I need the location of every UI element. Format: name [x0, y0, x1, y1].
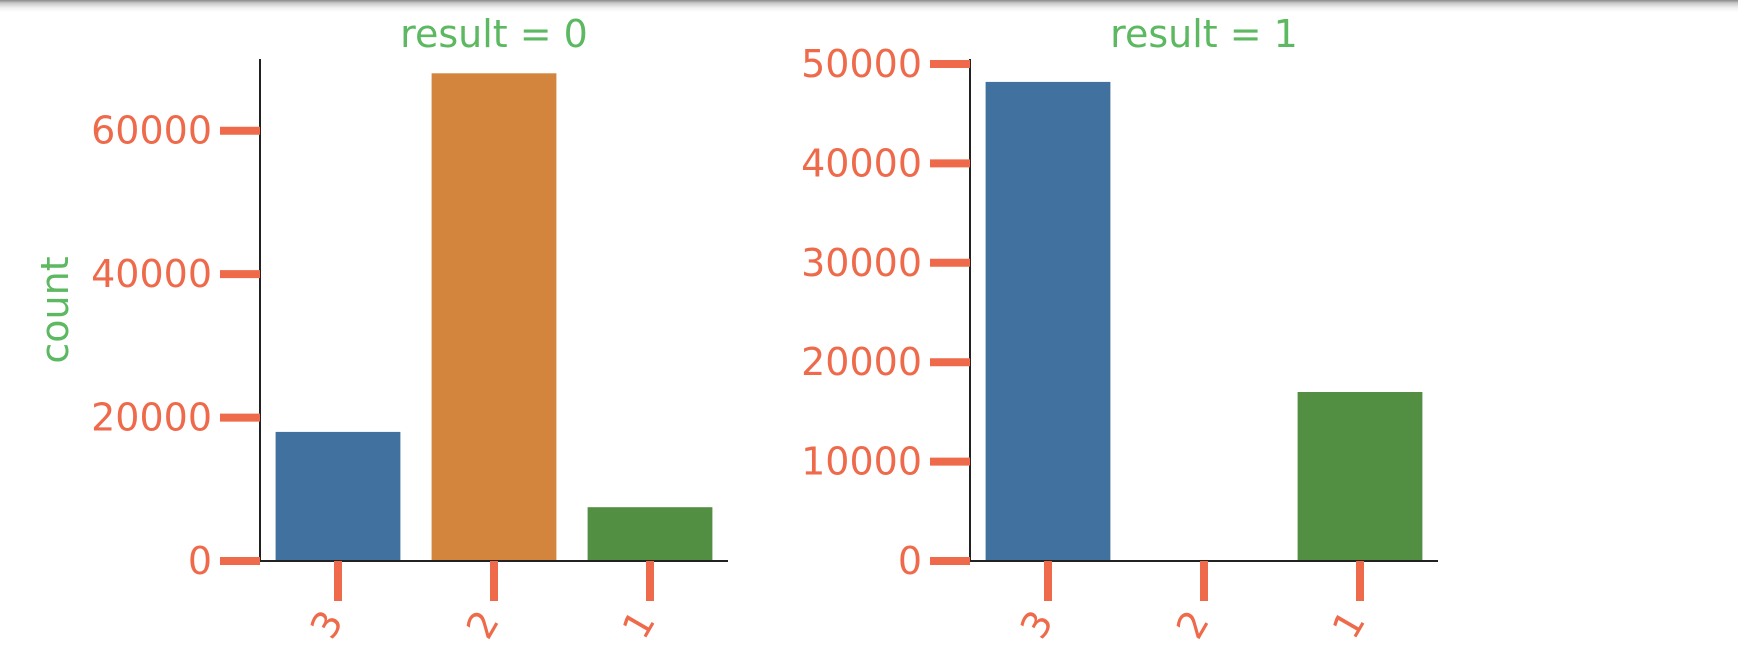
- panel-result-0: 0 20000 40000 60000 3 2 1 result = 0 count: [33, 12, 728, 646]
- x-tick-label: 2: [1168, 603, 1218, 646]
- x-tick-label: 1: [1324, 603, 1374, 646]
- bar-3: [275, 431, 401, 561]
- window-top-shadow: [0, 0, 1738, 12]
- panel-title: result = 0: [400, 12, 588, 56]
- y-tick-label: 10000: [801, 440, 922, 484]
- y-tick-label: 0: [188, 539, 212, 583]
- bar-1: [587, 507, 713, 561]
- x-tick-label: 1: [614, 603, 664, 646]
- bar-1: [1297, 392, 1423, 561]
- x-tick-label: 3: [1012, 603, 1062, 646]
- y-axis-label: count: [33, 256, 77, 363]
- panel-title: result = 1: [1110, 12, 1298, 56]
- y-tick-label: 20000: [801, 340, 922, 384]
- x-tick-label: 2: [458, 603, 508, 646]
- y-tick-label: 40000: [91, 252, 212, 296]
- y-tick-label: 40000: [801, 141, 922, 185]
- bar-3: [985, 81, 1111, 562]
- y-tick-label: 0: [898, 539, 922, 583]
- y-tick-label: 60000: [91, 109, 212, 153]
- y-tick-label: 20000: [91, 396, 212, 440]
- x-tick-label: 3: [302, 603, 352, 646]
- y-tick-label: 30000: [801, 241, 922, 285]
- bar-2: [431, 73, 557, 562]
- y-tick-label: 50000: [801, 42, 922, 86]
- panel-result-1: 0 10000 20000 30000 40000 50000 3 2 1 result = 1: [801, 12, 1438, 646]
